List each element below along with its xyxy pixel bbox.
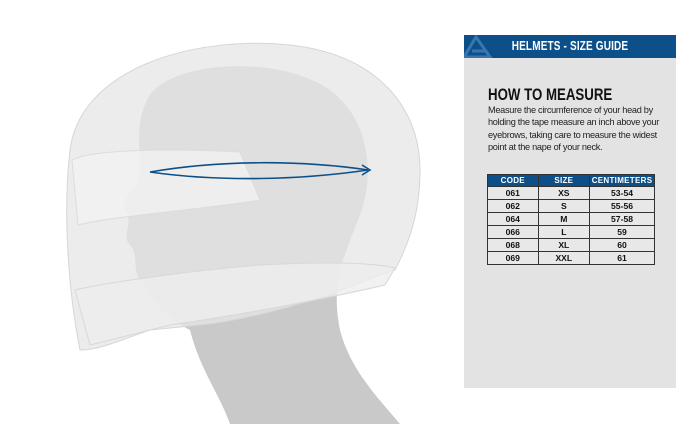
cell-centimeters: 53-54 bbox=[589, 186, 655, 200]
cell-size: M bbox=[537, 212, 591, 226]
cell-code: 064 bbox=[487, 212, 539, 226]
table-row: 066 L 59 bbox=[487, 225, 655, 239]
table-row: 068 XL 60 bbox=[487, 238, 655, 252]
cell-code: 069 bbox=[487, 251, 539, 265]
table-row: 069 XXL 61 bbox=[487, 251, 655, 265]
cell-size: L bbox=[537, 225, 591, 239]
size-guide-header: HELMETS - SIZE GUIDE bbox=[464, 35, 676, 58]
cell-code: 062 bbox=[487, 199, 539, 213]
measure-line bbox=[149, 161, 369, 180]
helmet-head-illustration bbox=[66, 42, 421, 424]
brand-logo-icon bbox=[464, 35, 493, 58]
cell-centimeters: 59 bbox=[589, 225, 655, 239]
table-row: 061 XS 53-54 bbox=[487, 186, 655, 200]
column-header-centimeters: CENTIMETERS bbox=[589, 174, 655, 187]
cell-centimeters: 55-56 bbox=[589, 199, 655, 213]
helmet-chinbar bbox=[74, 262, 396, 346]
size-guide-title: HELMETS - SIZE GUIDE bbox=[511, 39, 629, 53]
cell-size: XS bbox=[537, 186, 591, 200]
measure-arrow-icon bbox=[361, 164, 372, 176]
table-header-row: CODE SIZE CENTIMETERS bbox=[487, 174, 655, 187]
cell-size: S bbox=[537, 199, 591, 213]
table-row: 062 S 55-56 bbox=[487, 199, 655, 213]
cell-size: XL bbox=[537, 238, 591, 252]
section-title: HOW TO MEASURE bbox=[488, 85, 613, 104]
column-header-code: CODE bbox=[487, 174, 539, 187]
size-guide-panel: HELMETS - SIZE GUIDE HOW TO MEASURE Meas… bbox=[464, 35, 676, 388]
cell-centimeters: 61 bbox=[589, 251, 655, 265]
cell-centimeters: 57-58 bbox=[589, 212, 655, 226]
section-description: Measure the circumference of your head b… bbox=[488, 105, 659, 153]
size-table: CODE SIZE CENTIMETERS 061 XS 53-54 062 S 55-5… bbox=[487, 174, 655, 265]
column-header-size: SIZE bbox=[537, 174, 591, 187]
table-row: 064 M 57-58 bbox=[487, 212, 655, 226]
helmet-visor bbox=[71, 149, 261, 226]
cell-code: 066 bbox=[487, 225, 539, 239]
cell-centimeters: 60 bbox=[589, 238, 655, 252]
cell-code: 061 bbox=[487, 186, 539, 200]
cell-size: XXL bbox=[537, 251, 591, 265]
cell-code: 068 bbox=[487, 238, 539, 252]
